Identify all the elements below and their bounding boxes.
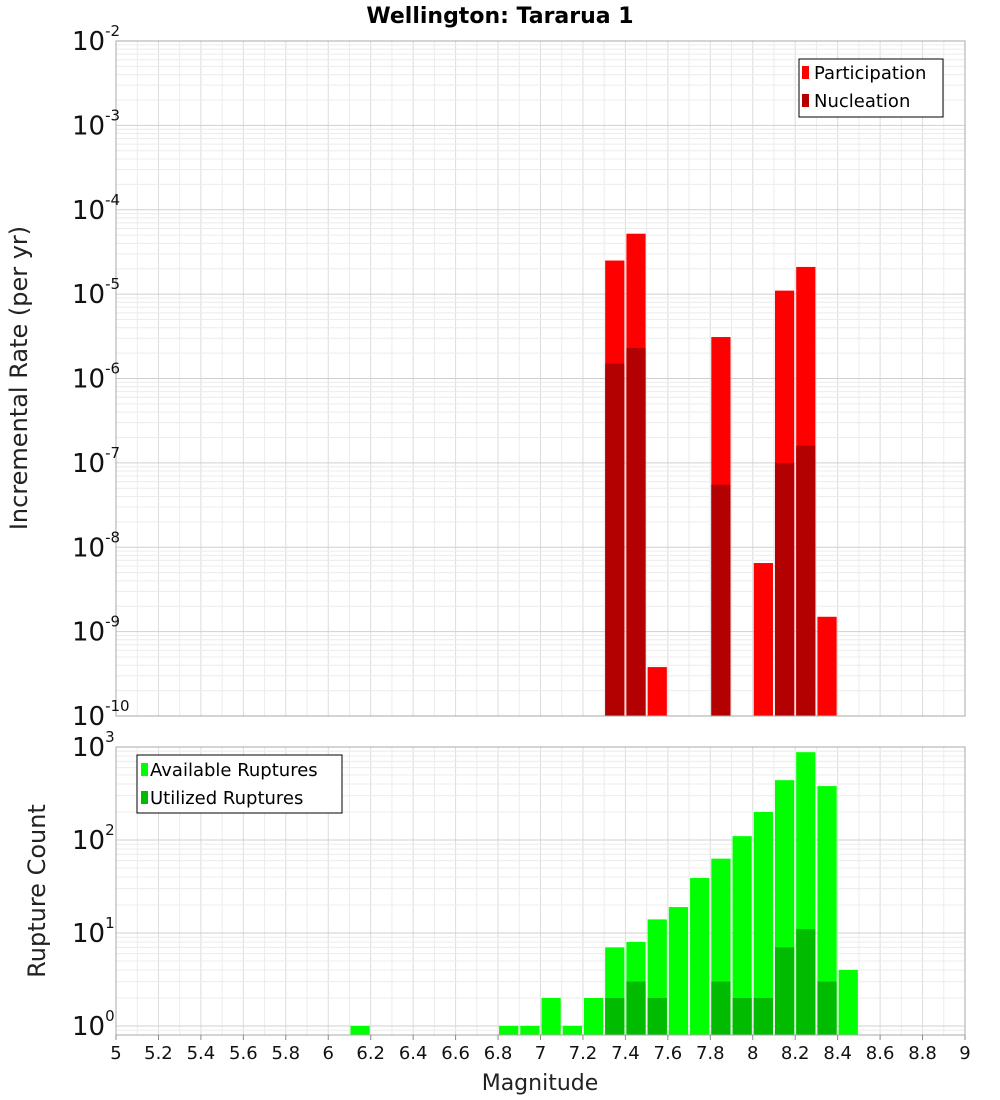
- count-bar-utilized-ruptures: [817, 981, 837, 1035]
- y-tick-label: 10-10: [72, 697, 130, 732]
- y-tick-label: 103: [72, 728, 115, 763]
- legend-label-participation: Participation: [814, 63, 926, 84]
- x-tick-label: 6.2: [356, 1043, 385, 1064]
- x-tick-label: 6.8: [484, 1043, 513, 1064]
- count-bar-available-ruptures: [583, 997, 604, 1035]
- y-tick-label: 10-8: [72, 528, 120, 563]
- count-chart-legend: Available Ruptures Utilized Ruptures: [136, 754, 343, 814]
- count-bar-available-ruptures: [668, 907, 689, 1035]
- count-chart-x-ticks: 5 5.2 5.4 5.6 5.8 6 6.2 6.4 6.6 6.8 7 7.2 7.4 7.6 7.8 8…: [110, 1035, 971, 1064]
- count-bar-utilized-ruptures: [605, 997, 625, 1035]
- x-tick-label: 8.6: [866, 1043, 895, 1064]
- legend-box: [798, 58, 944, 118]
- count-bar-utilized-ruptures: [796, 929, 816, 1035]
- count-bar-available-ruptures: [520, 1025, 540, 1035]
- chart-title: Wellington: Tararua 1: [366, 4, 633, 29]
- rate-chart-y-ticks: 10-10 10-9 10-8 10-7 10-6 10-5 10-4 10-3 10-2: [72, 22, 130, 732]
- rate-chart-bars: [605, 233, 837, 716]
- y-tick-label: 10-4: [72, 191, 120, 226]
- rate-chart-grid: [115, 41, 966, 717]
- x-tick-label: 5.4: [187, 1043, 216, 1064]
- y-tick-label: 101: [72, 914, 115, 949]
- legend-label-nucleation: Nucleation: [814, 91, 910, 112]
- rate-chart-legend: Participation Nucleation: [798, 58, 944, 118]
- y-tick-label: 10-7: [72, 444, 120, 479]
- legend-swatch-participation: [802, 66, 809, 79]
- count-bar-available-ruptures: [541, 997, 561, 1035]
- count-chart: 100 101 102 103 5 5.2 5.4 5.6 5.8 6 6.2 6.4 6.6 6.8 7…: [23, 728, 971, 1096]
- x-tick-label: 5: [110, 1043, 121, 1064]
- y-tick-label: 10-2: [72, 22, 120, 57]
- y-tick-label: 10-6: [72, 360, 120, 395]
- rate-bar-participation: [647, 667, 667, 716]
- count-bar-utilized-ruptures: [732, 997, 752, 1035]
- count-bar-available-ruptures: [817, 786, 837, 1035]
- legend-box: [136, 754, 343, 814]
- x-tick-label: 5.6: [229, 1043, 258, 1064]
- x-tick-label: 7.4: [611, 1043, 640, 1064]
- legend-label-utilized: Utilized Ruptures: [150, 788, 303, 809]
- y-tick-label: 10-3: [72, 106, 120, 141]
- rate-bar-participation: [753, 563, 773, 716]
- rate-chart: Wellington: Tararua 1 10-1010-910-810-71…: [5, 4, 966, 732]
- count-bar-available-ruptures: [753, 812, 773, 1035]
- x-tick-label: 6: [323, 1043, 334, 1064]
- count-bar-utilized-ruptures: [626, 981, 646, 1035]
- x-tick-label: 7.6: [654, 1043, 683, 1064]
- rate-bar-nucleation: [796, 445, 816, 716]
- count-bar-available-ruptures: [690, 878, 710, 1035]
- count-bar-utilized-ruptures: [711, 981, 731, 1035]
- rate-bar-nucleation: [605, 363, 625, 716]
- count-chart-bars: [350, 752, 858, 1035]
- count-chart-y-axis-label: Rupture Count: [23, 804, 51, 978]
- rate-bar-nucleation: [626, 347, 646, 716]
- x-tick-label: 5.2: [144, 1043, 173, 1064]
- rate-bar-nucleation: [774, 462, 795, 716]
- legend-label-available: Available Ruptures: [150, 760, 318, 781]
- count-bar-available-ruptures: [838, 969, 858, 1035]
- x-tick-label: 8: [747, 1043, 758, 1064]
- x-tick-label: 5.8: [271, 1043, 300, 1064]
- x-tick-label: 6.4: [399, 1043, 428, 1064]
- rate-chart-y-axis-label: Incremental Rate (per yr): [5, 226, 33, 530]
- count-bar-utilized-ruptures: [753, 997, 773, 1035]
- rate-bar-participation: [817, 616, 837, 716]
- legend-swatch-utilized: [141, 791, 148, 804]
- count-bar-available-ruptures: [732, 836, 752, 1035]
- count-bar-available-ruptures: [499, 1025, 519, 1035]
- rate-chart-plot-area: [115, 40, 966, 717]
- rate-bar-nucleation: [711, 484, 731, 716]
- count-bar-utilized-ruptures: [774, 947, 795, 1035]
- x-tick-label: 7.8: [696, 1043, 725, 1064]
- x-tick-label: 8.8: [908, 1043, 937, 1064]
- y-tick-label: 10-9: [72, 613, 120, 648]
- count-chart-y-ticks: 100 101 102 103: [72, 728, 115, 1042]
- y-tick-label: 100: [72, 1007, 115, 1042]
- y-tick-label: 102: [72, 821, 115, 856]
- x-tick-label: 7.2: [569, 1043, 598, 1064]
- x-tick-label: 7: [535, 1043, 546, 1064]
- x-tick-label: 8.4: [823, 1043, 852, 1064]
- x-tick-label: 6.6: [441, 1043, 470, 1064]
- x-axis-label: Magnitude: [482, 1071, 599, 1096]
- x-tick-label: 8.2: [781, 1043, 810, 1064]
- legend-swatch-available: [141, 763, 148, 776]
- x-tick-label: 9: [959, 1043, 970, 1064]
- count-bar-available-ruptures: [562, 1025, 582, 1035]
- count-bar-utilized-ruptures: [647, 997, 667, 1035]
- y-tick-label: 10-5: [72, 275, 120, 310]
- legend-swatch-nucleation: [802, 94, 809, 107]
- count-bar-available-ruptures: [350, 1025, 370, 1035]
